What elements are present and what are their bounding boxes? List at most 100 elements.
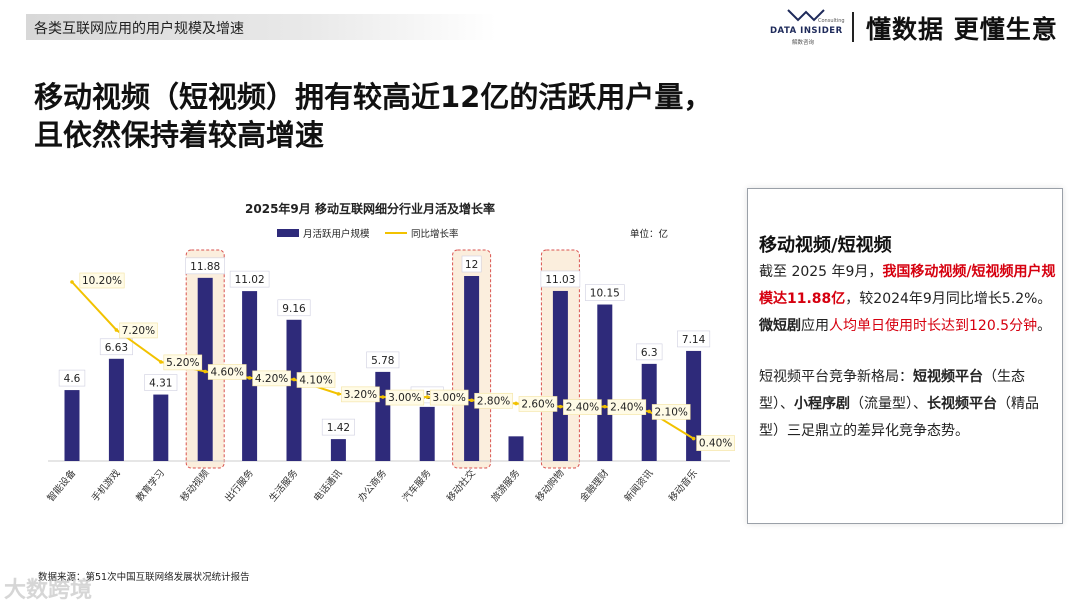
bar-value-label: 5.78	[371, 355, 394, 367]
bar-value-label: 4.31	[149, 378, 172, 390]
growth-point	[647, 409, 651, 414]
growth-point	[381, 395, 385, 399]
bar-label-bg	[99, 338, 133, 356]
growth-value-label: 4.60%	[211, 366, 244, 378]
bar-label-bg	[677, 330, 711, 348]
x-tick-label: 移动购物	[533, 467, 567, 504]
growth-point	[603, 404, 607, 409]
data-source: 数据来源：第51次中国互联网络发展状况统计报告	[38, 572, 250, 583]
x-tick-label: 移动音乐	[666, 467, 700, 504]
headline: 移动视频（短视频）拥有较高近12亿的活跃用户量， 且依然保持着较高增速	[34, 78, 794, 154]
p2-bold-f: 长视频平台	[927, 396, 997, 412]
bar	[375, 371, 391, 461]
bar	[330, 439, 346, 461]
p1-text-a: 截至 2025 年9月，	[759, 264, 883, 280]
watermark: 大数跨境	[4, 578, 93, 603]
headline-line-2: 且依然保持着较高增速	[34, 118, 325, 152]
growth-value-label: 2.60%	[521, 398, 554, 410]
growth-value-label: 7.20%	[122, 325, 155, 337]
bar	[242, 291, 258, 461]
bar	[464, 276, 480, 461]
x-tick-label: 汽车服务	[400, 467, 434, 504]
bar-value-label: 7.14	[682, 334, 706, 346]
bar-value-label: 11.03	[545, 274, 575, 286]
bar-value-label: 6.63	[105, 342, 128, 354]
p2-text-e: （流量型）、	[850, 396, 927, 412]
bar	[108, 358, 124, 461]
bar-value-label: 11.88	[190, 261, 220, 273]
bar-value-label: 12	[465, 259, 478, 271]
bar-label-bg	[366, 351, 400, 369]
growth-value-label: 0.40%	[699, 438, 732, 450]
p2-text-a: 短视频平台竞争新格局：	[759, 369, 913, 385]
p2-bold-b: 短视频平台	[913, 369, 983, 385]
line-label-bg	[518, 396, 558, 412]
panel-body: 截至 2025 年9月，我国移动视频/短视频用户规模达11.88亿，较2024年…	[759, 259, 1057, 445]
bar-value-label: 4.6	[64, 373, 81, 385]
growth-point	[469, 398, 474, 403]
legend-bar-label: 月活跃用户规模	[303, 228, 370, 240]
line-label-bg	[696, 435, 735, 451]
line-label-bg	[296, 372, 336, 388]
x-tick-label: 手机游戏	[89, 467, 123, 504]
growth-point	[114, 328, 119, 332]
line-label-bg	[207, 364, 247, 380]
line-label-bg	[385, 389, 425, 406]
logo-text: DATA INSIDER	[770, 26, 843, 36]
growth-value-label: 4.10%	[299, 374, 332, 386]
bar	[686, 350, 702, 461]
bar	[153, 394, 169, 461]
growth-point	[247, 376, 252, 380]
legend-bar-swatch	[277, 229, 299, 237]
headline-line-1: 移动视频（短视频）拥有较高近12亿的活跃用户量，	[34, 80, 713, 114]
logo-subtext: 解数咨询	[792, 40, 815, 46]
panel-paragraph-1: 截至 2025 年9月，我国移动视频/短视频用户规模达11.88亿，较2024年…	[759, 259, 1057, 340]
line-label-bg	[651, 404, 691, 420]
p1-text-g: 。	[1037, 318, 1052, 334]
growth-value-label: 3.00%	[433, 392, 466, 404]
insight-panel: 移动视频/短视频 截至 2025 年9月，我国移动视频/短视频用户规模达11.8…	[747, 188, 1063, 524]
x-tick-label: 移动社交	[444, 467, 478, 504]
growth-point	[292, 377, 296, 382]
growth-point	[70, 280, 74, 284]
p2-bold-d: 小程序剧	[794, 396, 850, 412]
bar-label-bg	[635, 343, 663, 361]
p2-text-g: （精品型）三足鼎立的差异化竞争态势。	[759, 396, 1039, 439]
bar-label-bg	[229, 270, 270, 288]
bar	[419, 406, 435, 461]
x-tick-label: 电话通讯	[311, 467, 345, 504]
line-label-bg	[607, 399, 647, 415]
line-label-bg	[252, 370, 291, 387]
growth-point	[558, 404, 563, 409]
line-label-bg	[563, 399, 602, 415]
growth-point	[425, 395, 430, 399]
growth-value-label: 2.80%	[477, 395, 510, 407]
p1-highlight-f: 人均单日使用时长达到120.5分钟	[829, 318, 1038, 334]
unit-label: 单位：亿	[630, 228, 668, 240]
logo-mark-icon	[787, 9, 825, 22]
bar	[508, 436, 524, 461]
line-label-bg	[163, 354, 203, 371]
growth-point	[336, 392, 341, 396]
bar-label-bg	[185, 257, 225, 275]
x-tick-label: 智能设备	[45, 467, 79, 504]
growth-point	[691, 436, 696, 441]
bar-label-bg	[540, 270, 581, 288]
legend-line-label: 同比增长率	[411, 228, 459, 240]
p1-bold-d: 微短剧	[759, 318, 801, 334]
bar-value-label: 11.02	[235, 274, 265, 286]
panel-paragraph-2: 短视频平台竞争新格局：短视频平台（生态型）、小程序剧（流量型）、长视频平台（精品…	[759, 364, 1057, 445]
bar	[197, 277, 213, 461]
growth-value-label: 2.40%	[610, 402, 643, 414]
line-label-bg	[119, 322, 158, 339]
growth-value-label: 5.20%	[166, 357, 199, 369]
p1-text-c: ，较2024年9月同比增长5.2%。	[845, 291, 1052, 307]
bar-label-bg	[277, 299, 311, 317]
growth-value-label: 2.40%	[566, 402, 599, 414]
x-tick-label: 金融理财	[577, 467, 611, 504]
line-label-bg	[429, 389, 469, 406]
slogan-divider	[852, 12, 854, 42]
x-tick-label: 移动视频	[178, 467, 212, 504]
p1-highlight-b: 我国移动视频/短视频用户规模达11.88亿	[759, 264, 1056, 307]
